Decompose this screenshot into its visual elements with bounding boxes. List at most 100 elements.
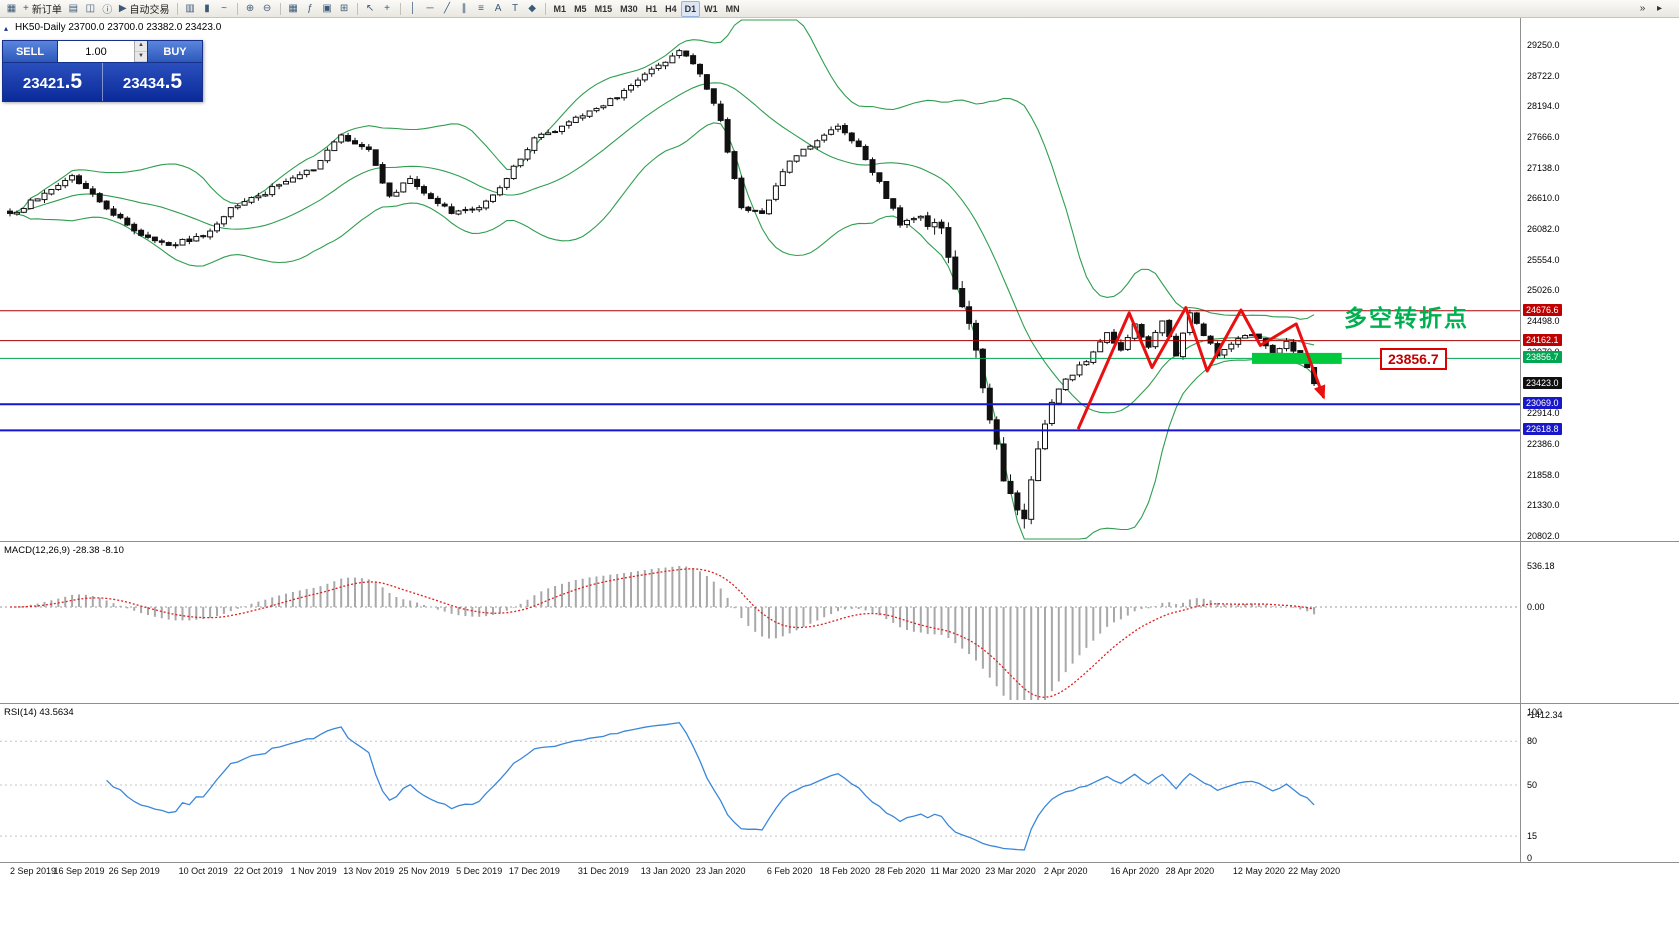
chart-shift-icon[interactable]: ▸ (1656, 3, 1663, 14)
sell-price[interactable]: 23421.5 (3, 63, 103, 101)
date-axis-label: 18 Feb 2020 (819, 866, 871, 876)
market-watch-icon: ▤ (68, 3, 79, 14)
line-chart-type-icon[interactable]: ~ (216, 1, 233, 17)
date-axis-label: 13 Nov 2019 (343, 866, 395, 876)
add-indicator-icon: ⊞ (339, 3, 349, 14)
price-axis-label: 20802.0 (1527, 531, 1560, 541)
price-axis-label: 27666.0 (1527, 131, 1560, 142)
channel-tool-icon[interactable]: ∥ (456, 1, 473, 17)
shapes-tool-icon[interactable]: ◆ (524, 1, 541, 17)
turning-point-annotation[interactable]: 多空转折点 (1344, 305, 1469, 331)
zoom-out-icon: ⊖ (262, 3, 272, 14)
rsi-canvas[interactable] (0, 704, 1520, 862)
vertical-line-tool-icon: │ (409, 3, 417, 14)
quote-panel-expander-icon[interactable]: ▴ (4, 24, 9, 33)
volume-stepper: ▲ ▼ (134, 41, 147, 62)
fibonacci-tool-icon[interactable]: ≡ (473, 1, 490, 17)
panel-separator[interactable] (0, 541, 1679, 542)
macd-axis-label: -1412.34 (1527, 710, 1563, 720)
buy-price[interactable]: 23434.5 (103, 63, 202, 101)
toolbar-left-group: ▦ + 新订单 ▤ ◫ ⓘ ▶ 自动交易 ▥ ▮ ~ ⊕ ⊖ ▦ ƒ ▣ ⊞ ↖ + │ ─ ╱ ∥ ≡ A T ◆ M1 M5 M15 M… (3, 0, 744, 17)
buy-price-main: 23434 (122, 75, 165, 92)
price-axis-label: 24498.0 (1527, 316, 1560, 327)
price-tag: 24162.1 (1523, 333, 1562, 346)
timeframe-mn[interactable]: MN (725, 3, 740, 14)
timeframe-d1[interactable]: D1 (680, 0, 701, 17)
bar-chart-type-icon[interactable]: ▥ (182, 1, 199, 17)
zoom-in-icon[interactable]: ⊕ (242, 1, 259, 17)
date-axis-label: 10 Oct 2019 (178, 866, 228, 876)
volume-input[interactable] (58, 41, 134, 62)
date-axis-label: 25 Nov 2019 (398, 866, 450, 876)
timeframe-h1[interactable]: H1 (645, 3, 658, 14)
new-order-button-label: 新订单 (31, 5, 62, 16)
accounts-icon[interactable]: ◫ (82, 1, 99, 17)
date-axis-label: 16 Apr 2020 (1110, 866, 1159, 876)
zoom-out-icon[interactable]: ⊖ (259, 1, 276, 17)
fibonacci-tool-icon: ≡ (478, 3, 484, 14)
macd-canvas[interactable] (0, 542, 1520, 703)
timeframe-m30[interactable]: M30 (620, 3, 638, 14)
indicators-icon[interactable]: ƒ (302, 1, 319, 17)
market-watch-icon[interactable]: ▤ (65, 1, 82, 17)
price-chart-canvas[interactable] (0, 18, 1520, 541)
price-axis[interactable]: 29250.0 28722.0 28194.0 27666.0 27138.0 26610… (1522, 18, 1678, 863)
accounts-icon: ◫ (85, 3, 96, 14)
autotrading-button[interactable]: ▶ 自动交易 (116, 1, 173, 17)
toolbar-right-group: » ▸ (1634, 0, 1668, 17)
zigzag-arrow-annotation[interactable] (1076, 306, 1326, 430)
buy-button[interactable]: BUY (147, 41, 202, 62)
tile-windows-icon[interactable]: ▦ (285, 1, 302, 17)
price-axis-label: 22386.0 (1527, 438, 1560, 449)
timeframe-h4[interactable]: H4 (665, 3, 677, 14)
toolbar-separator (176, 2, 178, 15)
macd-axis-label: 0.00 (1527, 602, 1545, 612)
price-axis-label: 28194.0 (1527, 101, 1560, 112)
date-axis-label: 26 Sep 2019 (108, 866, 160, 876)
panel-separator[interactable] (0, 703, 1679, 704)
chart-window[interactable]: ▴ HK50-Daily 23700.0 23700.0 23382.0 234… (0, 18, 1679, 942)
candlestick-type-icon[interactable]: ▮ (199, 1, 216, 17)
cursor-icon[interactable]: ↖ (362, 1, 379, 17)
date-axis-label: 28 Feb 2020 (874, 866, 926, 876)
info-icon[interactable]: ⓘ (99, 1, 116, 17)
date-axis[interactable]: 2 Sep 2019 16 Sep 2019 26 Sep 2019 10 Oct 2… (0, 863, 1520, 880)
price-level-annotation[interactable]: 23856.7 (1380, 348, 1447, 370)
price-axis-label: 25026.0 (1527, 285, 1560, 296)
rsi-axis-label: 0 (1527, 853, 1533, 863)
tile-windows-icon: ▦ (288, 3, 298, 14)
trendline-tool-icon[interactable]: ╱ (439, 1, 456, 17)
scroll-to-end-icon[interactable]: » (1639, 3, 1646, 14)
new-chart-icon: ▦ (6, 3, 17, 14)
text-tool-icon[interactable]: A (490, 1, 507, 17)
add-indicator-icon[interactable]: ⊞ (336, 1, 353, 17)
date-axis-label: 16 Sep 2019 (53, 866, 105, 876)
sell-button[interactable]: SELL (3, 41, 58, 62)
timeframe-m15[interactable]: M15 (594, 3, 613, 14)
vertical-line-tool-icon[interactable]: │ (405, 1, 422, 17)
templates-icon[interactable]: ▣ (319, 1, 336, 17)
horizontal-line-tool-icon[interactable]: ─ (422, 1, 439, 17)
timeframe-m5[interactable]: M5 (574, 3, 587, 14)
new-order-button: + (23, 3, 29, 14)
label-tool-icon[interactable]: T (507, 1, 524, 17)
price-axis-label: 26610.0 (1527, 193, 1560, 204)
new-order-button[interactable]: + 新订单 (20, 1, 65, 17)
date-axis-label: 23 Mar 2020 (985, 866, 1036, 876)
price-axis-label: 22914.0 (1527, 408, 1560, 419)
timeframe-w1[interactable]: W1 (704, 3, 718, 14)
new-chart-icon[interactable]: ▦ (3, 1, 20, 17)
volume-up-button[interactable]: ▲ (135, 41, 147, 52)
rsi-label: RSI(14) 43.5634 (4, 707, 74, 718)
rsi-axis-label: 100 (1527, 707, 1543, 717)
timeframe-m1[interactable]: M1 (553, 3, 567, 14)
support-zone-rectangle[interactable] (1252, 352, 1342, 364)
price-axis-label: 29250.0 (1527, 39, 1560, 50)
date-axis-label: 22 Oct 2019 (233, 866, 283, 876)
price-tag: 22618.8 (1523, 423, 1562, 436)
crosshair-icon[interactable]: + (379, 1, 396, 17)
volume-down-button[interactable]: ▼ (135, 51, 147, 62)
line-chart-type-icon: ~ (221, 3, 227, 14)
info-icon: ⓘ (102, 5, 113, 16)
